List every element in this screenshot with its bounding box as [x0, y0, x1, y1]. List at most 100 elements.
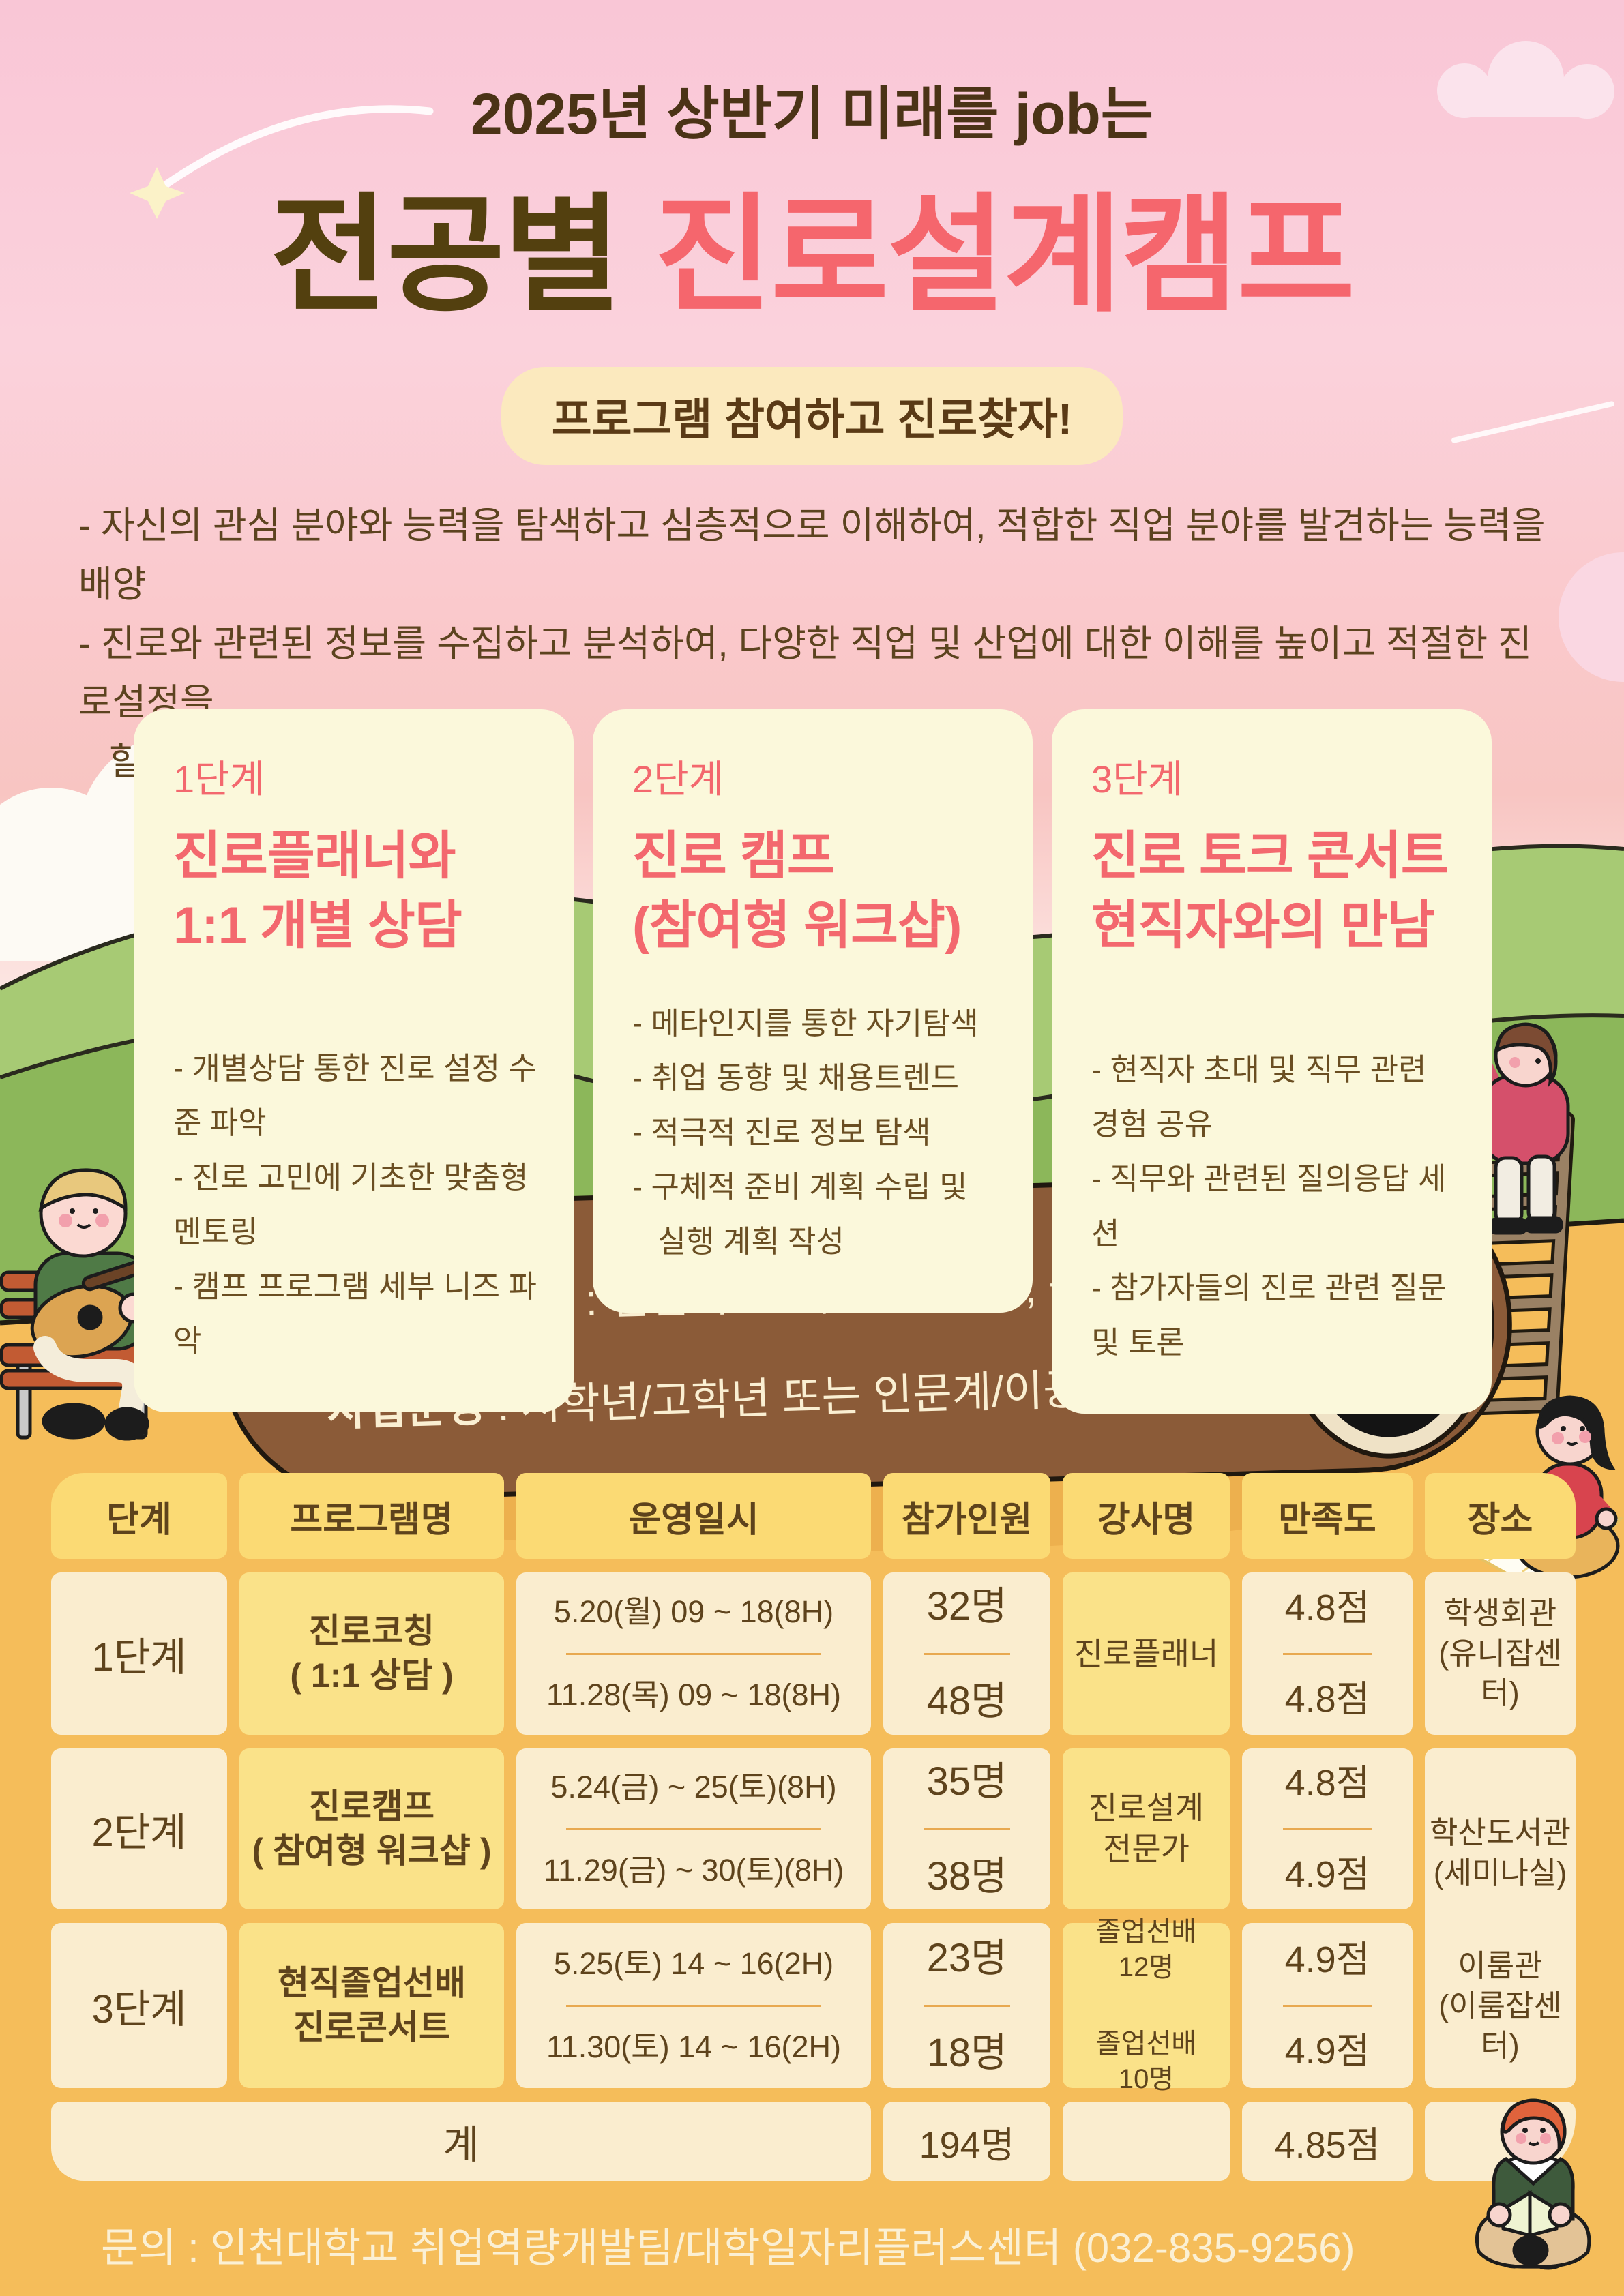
- row2-satisfaction-cell: 4.8점 4.9점: [1242, 1748, 1413, 1909]
- row2-schedule-cell: 5.24(금) ~ 25(토)(8H) 11.29(금) ~ 30(토)(8H): [516, 1748, 871, 1909]
- stage-3-item: - 직무와 관련된 질의응답 세션: [1091, 1161, 1447, 1251]
- place-span-cell: 학산도서관 (세미나실) 이룸관 (이룸잡센터): [1425, 1748, 1576, 2088]
- stage-1-item: - 캠프 프로그램 세부 니즈 파악: [173, 1269, 537, 1359]
- row3-instructor-cell: 졸업선배 12명 졸업선배 10명: [1063, 1917, 1230, 2094]
- table-header-place: 장소: [1425, 1473, 1576, 1559]
- row1-stage-cell: 1단계: [51, 1572, 227, 1735]
- cell-divider: [1283, 1652, 1372, 1655]
- program-results-table: 단계 프로그램명 운영일시 참가인원 강사명 만족도 장소 1단계 진로코칭 (…: [51, 1473, 1576, 2181]
- row2-program-cell: 진로캠프 ( 참여형 워크샵 ): [239, 1748, 504, 1909]
- row2-participants-cell: 35명 38명: [883, 1748, 1050, 1909]
- row2-satisfaction-1: 4.8점: [1284, 1763, 1370, 1804]
- cell-divider: [1283, 2004, 1372, 2007]
- cell-divider: [565, 1652, 822, 1655]
- stage-1-item: - 개별상담 통한 진로 설정 수준 파악: [173, 1050, 537, 1140]
- place-stage2-line1: 학산도서관: [1429, 1815, 1571, 1850]
- poster-title-part1: 전공별: [270, 183, 621, 327]
- row3-schedule-2: 11.30(토) 14 ~ 16(2H): [546, 2029, 842, 2064]
- row1-participants-1: 32명: [926, 1584, 1007, 1629]
- table-header-participants: 참가인원: [883, 1473, 1050, 1559]
- table-header-schedule: 운영일시: [516, 1473, 871, 1559]
- stage-1-step-label: 1단계: [173, 758, 265, 801]
- stage-1-title: 진로플래너와 1:1 개별 상담: [173, 822, 538, 961]
- row3-satisfaction-1: 4.9점: [1284, 1939, 1370, 1981]
- row2-stage-cell: 2단계: [51, 1748, 227, 1909]
- place-stage2: 학산도서관 (세미나실): [1430, 1813, 1571, 1893]
- slogan-badge: 프로그램 참여하고 진로찾자!: [501, 367, 1123, 465]
- row1-participants-2: 48명: [926, 1678, 1007, 1723]
- row3-satisfaction-2: 4.9점: [1284, 2030, 1370, 2072]
- table-header-stage: 단계: [51, 1473, 227, 1559]
- row1-program-line1: 진로코칭: [309, 1612, 434, 1650]
- stage-1-items: - 개별상담 통한 진로 설정 수준 파악 - 진로 고민에 기초한 맞춤형 멘…: [173, 1041, 538, 1369]
- total-satisfaction-cell: 4.85점: [1242, 2102, 1413, 2181]
- stage-2-item: - 취업 동향 및 채용트렌드: [632, 1060, 959, 1095]
- stage-1-title-line2: 1:1 개별 상담: [173, 896, 462, 955]
- stage-2-title-line2: (참여형 워크샵): [632, 896, 962, 955]
- stage-2-title: 진로 캠프 (참여형 워크샵): [632, 822, 997, 961]
- row2-participants-2: 38명: [926, 1853, 1007, 1898]
- row3-participants-cell: 23명 18명: [883, 1923, 1050, 2088]
- stage-2-items: - 메타인지를 통한 자기탐색 - 취업 동향 및 채용트렌드 - 적극적 진로…: [632, 996, 997, 1269]
- row3-schedule-1: 5.25(토) 14 ~ 16(2H): [553, 1946, 834, 1981]
- row1-place-cell: 학생회관 (유니잡센터): [1425, 1572, 1576, 1735]
- row2-participants-1: 35명: [926, 1759, 1007, 1804]
- row2-program-line1: 진로캠프: [309, 1787, 434, 1825]
- row2-schedule-2: 11.29(금) ~ 30(토)(8H): [543, 1852, 844, 1888]
- intro-bullet-2: - 진로와 관련된 정보를 수집하고 분석하여, 다양한 직업 및 산업에 대한…: [78, 623, 1532, 724]
- badge-wrap: 프로그램 참여하고 진로찾자!: [0, 367, 1624, 465]
- row3-instructor-group2: 졸업선배 10명: [1096, 2026, 1196, 2097]
- total-instructor-cell: [1063, 2102, 1230, 2181]
- row1-place-line2: (유니잡센터): [1438, 1635, 1562, 1711]
- cloud-top-right-icon: [1437, 41, 1614, 119]
- poster-kicker: 2025년 상반기 미래를 job는: [470, 82, 1154, 146]
- place-stage3-line2: (이룸잡센터): [1438, 1988, 1562, 2063]
- row1-place-line1: 학생회관: [1443, 1596, 1557, 1631]
- row2-satisfaction-2: 4.9점: [1284, 1853, 1370, 1895]
- place-stage3-line1: 이룸관: [1458, 1948, 1543, 1983]
- row1-program-line2: ( 1:1 상담 ): [290, 1656, 454, 1695]
- row3-participants-1: 23명: [926, 1936, 1007, 1981]
- stage-cards: 1단계 진로플래너와 1:1 개별 상담 - 개별상담 통한 진로 설정 수준 …: [134, 709, 1492, 1414]
- stage-2-item: - 구체적 준비 계획 수립 및: [632, 1169, 968, 1204]
- row1-instructor-cell: 진로플래너: [1063, 1572, 1230, 1735]
- shooting-star-icon: [130, 105, 434, 219]
- row3-program-line2: 진로콘서트: [293, 2008, 450, 2046]
- stage-3-items: - 현직자 초대 및 직무 관련 경험 공유 - 직무와 관련된 질의응답 세션…: [1091, 1043, 1456, 1371]
- row1-satisfaction-1: 4.8점: [1284, 1587, 1370, 1629]
- row2-schedule-1: 5.24(금) ~ 25(토)(8H): [550, 1770, 837, 1804]
- row3-instructor-group1: 졸업선배 12명: [1096, 1914, 1196, 1985]
- reading-person-illustration: [1475, 2098, 1591, 2270]
- place-stage2-line2: (세미나실): [1433, 1855, 1567, 1890]
- contact-footer: 문의 : 인천대학교 취업역량개발팀/대학일자리플러스센터 (032-835-9…: [101, 2225, 1355, 2271]
- row2-instructor-cell: 진로설계 전문가: [1063, 1748, 1230, 1909]
- cell-divider: [923, 1652, 1011, 1655]
- row2-instructor-line2: 전문가: [1103, 1831, 1190, 1866]
- row3-stage-cell: 3단계: [51, 1923, 227, 2088]
- intro-bullet-1: - 자신의 관심 분야와 능력을 탐색하고 심층적으로 이해하여, 적합한 직업…: [78, 505, 1556, 606]
- row1-satisfaction-cell: 4.8점 4.8점: [1242, 1572, 1413, 1735]
- row2-instructor-line1: 진로설계: [1088, 1790, 1205, 1826]
- row1-satisfaction-2: 4.8점: [1284, 1678, 1370, 1720]
- cell-divider: [565, 1828, 822, 1830]
- row3-participants-2: 18명: [926, 2030, 1007, 2075]
- stage-3-title-line1: 진로 토크 콘서트: [1091, 827, 1449, 885]
- row3-program-line1: 현직졸업선배: [278, 1964, 466, 2002]
- row1-participants-cell: 32명 48명: [883, 1572, 1050, 1735]
- stage-3-item: - 참가자들의 진로 관련 질문 및 토론: [1091, 1270, 1455, 1360]
- total-participants-cell: 194명: [883, 2102, 1050, 2181]
- stage-card-1: 1단계 진로플래너와 1:1 개별 상담 - 개별상담 통한 진로 설정 수준 …: [134, 709, 574, 1413]
- cell-divider: [923, 1828, 1011, 1830]
- stage-3-item: - 현직자 초대 및 직무 관련 경험 공유: [1091, 1052, 1436, 1142]
- stage-3-title-line2: 현직자와의 만남: [1091, 896, 1435, 955]
- row2-program-line2: ( 참여형 워크샵 ): [252, 1832, 492, 1870]
- row3-instructor-1-line2: 12명: [1118, 1952, 1175, 1982]
- stage-3-step-label: 3단계: [1091, 758, 1183, 801]
- table-header-program: 프로그램명: [239, 1473, 504, 1559]
- row3-instructor-2-line2: 10명: [1118, 2064, 1175, 2094]
- cell-divider: [1283, 1828, 1372, 1830]
- row1-schedule-1: 5.20(월) 09 ~ 18(8H): [553, 1594, 834, 1629]
- stage-card-3: 3단계 진로 토크 콘서트 현직자와의 만남 - 현직자 초대 및 직무 관련 …: [1052, 709, 1492, 1414]
- cell-divider: [565, 2004, 822, 2007]
